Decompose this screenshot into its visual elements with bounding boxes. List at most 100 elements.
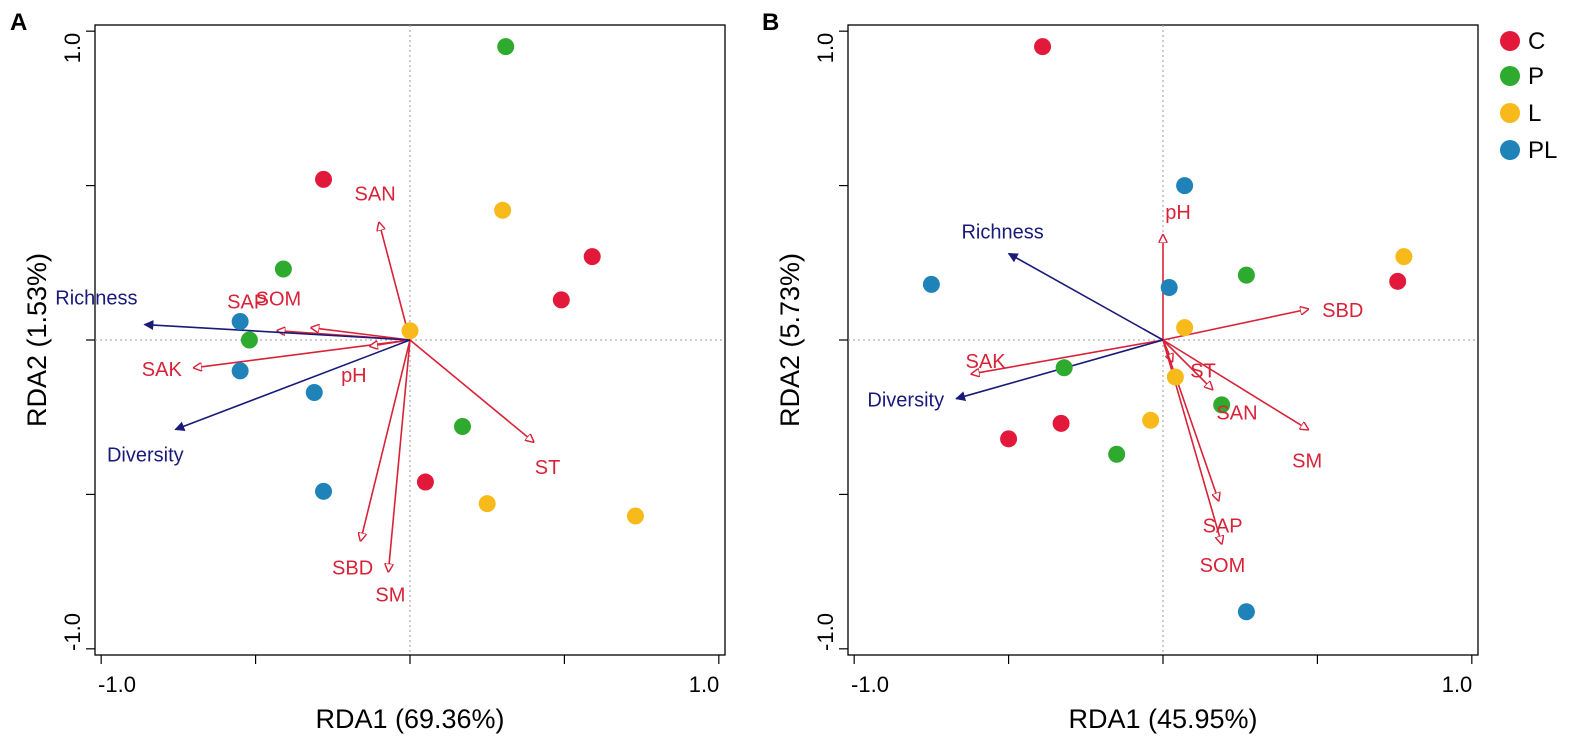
vectors-b xyxy=(955,235,1308,544)
site-point-pl xyxy=(1237,603,1255,621)
site-point-c xyxy=(1052,414,1070,432)
species-vector-label-diversity: Diversity xyxy=(107,445,184,467)
axis-ticks-b xyxy=(839,30,1473,664)
site-point-p xyxy=(240,331,258,349)
y-tick-label: -1.0 xyxy=(60,613,85,651)
site-point-pl xyxy=(315,482,333,500)
env-vector-label-sm: SM xyxy=(375,585,405,607)
vectors-a xyxy=(143,223,534,572)
site-point-p xyxy=(497,38,515,56)
species-vector-diversity xyxy=(174,339,411,432)
y-axis-label-b: RDA2 (5.73%) xyxy=(775,253,805,427)
legend-entry-pl: PL xyxy=(1500,137,1557,164)
site-point-l xyxy=(1395,248,1413,266)
site-point-l xyxy=(1142,411,1160,429)
site-point-c xyxy=(1034,38,1052,56)
site-point-p xyxy=(454,417,471,435)
y-axis-label-a: RDA2 (1.53%) xyxy=(22,253,52,427)
site-point-p xyxy=(1213,396,1231,414)
site-point-c xyxy=(416,473,434,491)
axis-ticks-a xyxy=(86,30,720,664)
x-axis-label-b: RDA1 (45.95%) xyxy=(1068,704,1257,734)
site-point-l xyxy=(626,507,644,525)
site-point-pl xyxy=(305,384,323,401)
y-tick-label: -1.0 xyxy=(813,613,838,651)
species-vector-richness xyxy=(143,320,411,341)
site-point-l xyxy=(1166,368,1184,386)
env-vector-label-sbd: SBD xyxy=(332,558,373,580)
env-vector-sm xyxy=(388,339,411,572)
panel-label-a: A xyxy=(10,9,27,36)
env-vector-label-som: SOM xyxy=(1200,555,1246,577)
y-tick-label: 1.0 xyxy=(60,33,85,64)
site-point-pl xyxy=(231,362,249,380)
site-point-l xyxy=(401,322,419,340)
legend-marker-pl xyxy=(1500,140,1520,160)
legend-label-l: L xyxy=(1528,100,1541,127)
env-vector-sak xyxy=(194,339,411,368)
env-vector-label-sap: SAP xyxy=(1203,516,1243,538)
env-vector-san xyxy=(379,223,411,341)
env-vector-label-som: SOM xyxy=(256,289,302,311)
site-point-p xyxy=(1055,359,1073,377)
site-points-a xyxy=(231,38,644,525)
x-tick-label: -1.0 xyxy=(98,672,136,697)
legend: C P L PL xyxy=(1500,28,1557,164)
panel-b: B 1.0 -1.0 -1.0 1.0 RDA1 (45.95%) RDA2 (… xyxy=(762,9,1479,734)
legend-marker-l xyxy=(1500,103,1520,123)
site-point-l xyxy=(1176,319,1194,337)
x-tick-label: -1.0 xyxy=(851,672,889,697)
y-tick-label: 1.0 xyxy=(813,33,838,64)
env-vector-label-sbd: SBD xyxy=(1322,300,1363,322)
env-vector-label-st: ST xyxy=(1190,361,1216,383)
site-point-pl xyxy=(1160,279,1178,296)
site-point-c xyxy=(552,291,570,309)
site-point-c xyxy=(315,170,333,188)
legend-entry-p: P xyxy=(1500,63,1544,90)
legend-entry-c: C xyxy=(1500,28,1545,55)
site-point-c xyxy=(583,248,601,266)
env-vector-som xyxy=(311,328,411,341)
env-vector-label-sak: SAK xyxy=(966,351,1007,373)
species-vector-richness xyxy=(1007,252,1164,341)
legend-label-pl: PL xyxy=(1528,137,1557,164)
env-vector-label-sm: SM xyxy=(1292,451,1322,473)
env-vector-san xyxy=(1162,339,1212,389)
site-point-pl xyxy=(922,275,940,293)
env-vector-label-ph: pH xyxy=(1165,202,1191,224)
panel-a: A 1.0 -1.0 -1.0 1.0 RDA1 (69.36%) RDA2 (… xyxy=(10,9,726,734)
site-points-b xyxy=(922,38,1413,621)
env-vector-sak xyxy=(972,339,1164,374)
legend-marker-c xyxy=(1500,31,1520,51)
legend-label-p: P xyxy=(1528,63,1544,90)
legend-entry-l: L xyxy=(1500,100,1541,127)
env-vector-label-st: ST xyxy=(535,457,561,479)
env-vector-label-san: SAN xyxy=(1216,402,1257,424)
env-vector-label-san: SAN xyxy=(355,184,396,206)
env-vector-sap xyxy=(1162,339,1219,501)
species-vector-label-richness: Richness xyxy=(55,288,137,310)
legend-label-c: C xyxy=(1528,28,1545,55)
env-vector-label-sak: SAK xyxy=(142,359,183,381)
env-vector-sm xyxy=(1162,339,1308,430)
site-point-p xyxy=(274,260,292,278)
site-point-pl xyxy=(1176,177,1194,195)
x-tick-label: 1.0 xyxy=(1442,672,1473,697)
site-point-l xyxy=(494,201,512,219)
site-point-pl xyxy=(231,312,249,330)
env-vector-st xyxy=(409,339,534,442)
site-point-p xyxy=(1237,266,1255,284)
site-point-l xyxy=(478,495,496,513)
env-vector-ph xyxy=(370,339,411,346)
env-vector-label-sap: SAP xyxy=(227,292,267,314)
panel-label-b: B xyxy=(762,9,779,36)
x-axis-label-a: RDA1 (69.36%) xyxy=(315,704,504,734)
site-point-c xyxy=(1389,272,1407,290)
site-point-p xyxy=(1108,445,1126,463)
x-tick-label: 1.0 xyxy=(689,672,720,697)
legend-marker-p xyxy=(1500,66,1520,86)
species-vector-label-diversity: Diversity xyxy=(867,390,944,412)
